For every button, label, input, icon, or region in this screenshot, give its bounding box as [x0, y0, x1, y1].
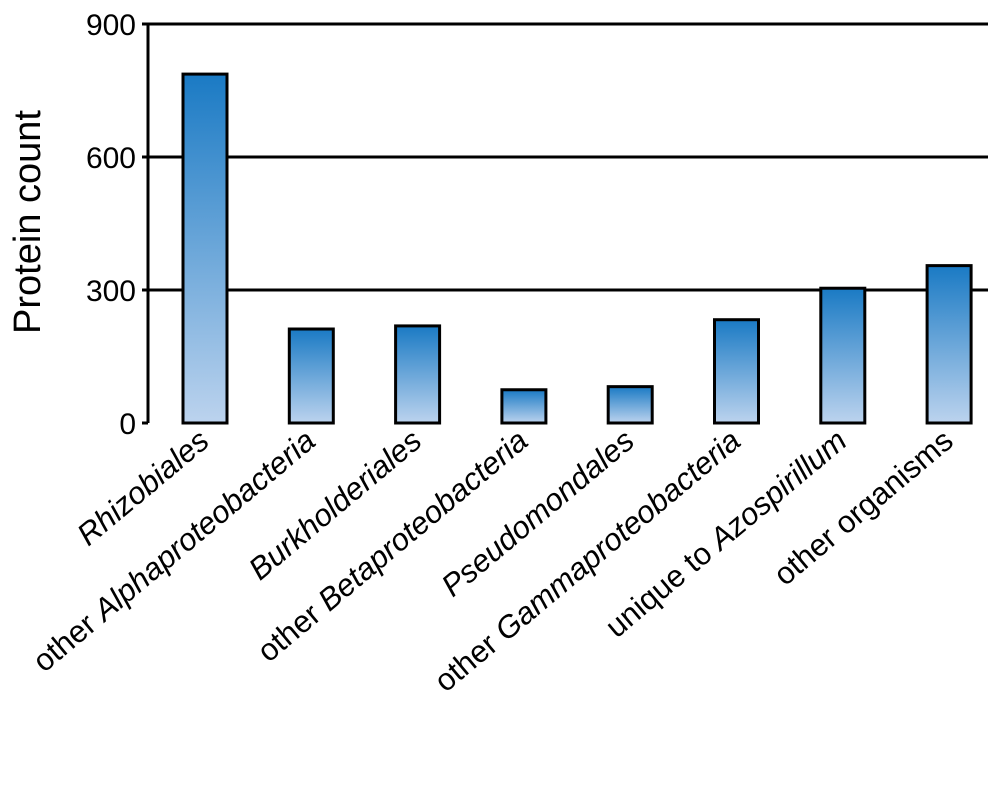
gridlines [142, 22, 988, 425]
category-label-part: Pseudomondales [435, 423, 641, 604]
bar [500, 388, 548, 425]
x-category-label: Pseudomondales [435, 423, 641, 604]
bar [287, 327, 335, 425]
category-label-part: other organisms [767, 423, 960, 593]
y-tick-label: 300 [86, 275, 136, 308]
y-axis-ticks: 0 300 600 900 [86, 9, 136, 441]
y-tick-label: 0 [119, 408, 136, 441]
bar [606, 385, 654, 425]
bar [181, 72, 229, 425]
bar [713, 318, 760, 425]
y-tick-label: 600 [86, 142, 136, 175]
bar [819, 286, 867, 425]
y-tick-label: 900 [86, 9, 136, 42]
bar [394, 324, 442, 425]
bars [181, 72, 973, 425]
y-axis-title: Protein count [7, 110, 49, 334]
x-category-label: other organisms [767, 423, 960, 593]
bar [925, 264, 973, 425]
